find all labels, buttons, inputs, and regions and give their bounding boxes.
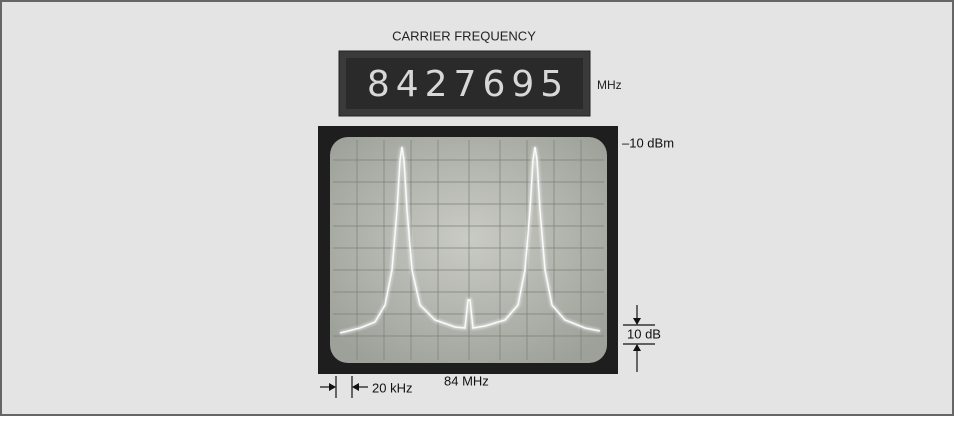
title: CARRIER FREQUENCY: [392, 28, 536, 43]
graticule: [333, 140, 604, 360]
frequency-reading: 8427695: [367, 64, 569, 105]
counter-window: [346, 58, 583, 109]
screen: [330, 137, 607, 363]
vertical-scale: 10 dB: [627, 326, 661, 341]
arrowheads: [329, 318, 641, 391]
center-frequency: 84 MHz: [444, 373, 489, 388]
reference-level: –10 dBm: [622, 135, 674, 150]
spectrum-trace: [339, 146, 601, 335]
horizontal-scale: 20 kHz: [372, 380, 412, 395]
unit-label: MHz: [597, 78, 622, 92]
